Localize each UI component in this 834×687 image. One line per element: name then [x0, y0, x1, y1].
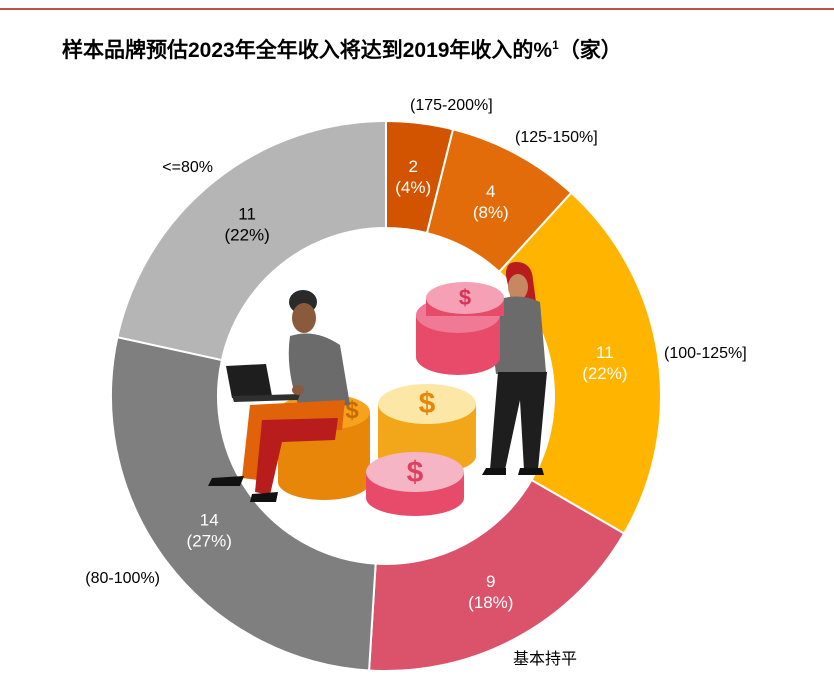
slice-category-label: (175-200%] [410, 97, 493, 114]
slice-category-label: <=80% [162, 159, 213, 176]
man-figure [208, 290, 350, 502]
slice-value-label: 14 [200, 510, 219, 529]
top-accent-rule [0, 8, 834, 10]
people-with-coins-illustration: $ $ $ $ [208, 262, 547, 516]
slice-category-label: (125-150%] [515, 129, 598, 146]
donut-slice [368, 478, 626, 672]
slice-category-label: (80-100%) [85, 570, 160, 587]
slice-percent-label: (22%) [224, 225, 269, 244]
slice-percent-label: (27%) [187, 531, 232, 550]
pink-coin-stack: $ [416, 282, 504, 375]
donut-ring [110, 119, 662, 672]
slice-percent-label: (18%) [468, 593, 513, 612]
slice-category-label: (100-125%] [664, 345, 747, 362]
yellow-coin-stack: $ [378, 384, 476, 474]
svg-text:$: $ [419, 387, 436, 420]
slice-value-label: 9 [486, 572, 495, 591]
chart-title: 样本品牌预估2023年全年收入将达到2019年收入的%1（家） [62, 34, 622, 64]
slice-value-label: 4 [486, 182, 495, 201]
slice-value-label: 2 [408, 157, 417, 176]
slice-percent-label: (4%) [395, 178, 431, 197]
slice-labels: 2 (4%) (175-200%] 4 (8%) (125-150%] 11 (22%) (10… [85, 97, 746, 668]
donut-slice [110, 335, 377, 672]
slice-percent-label: (22%) [582, 364, 627, 383]
donut-slice [116, 119, 387, 362]
slice-category-label: 基本持平 [513, 650, 577, 668]
slice-value-label: 11 [596, 343, 614, 362]
chart-title-unit: （家） [558, 39, 622, 62]
footnote-mark: 1 [552, 38, 559, 52]
pink-coin-front: $ [366, 452, 464, 516]
svg-text:$: $ [407, 456, 424, 489]
chart-title-text: 样本品牌预估2023年全年收入将达到2019年收入的% [62, 39, 553, 62]
slice-value-label: 11 [238, 204, 256, 223]
svg-text:$: $ [459, 285, 471, 310]
slice-percent-label: (8%) [473, 203, 509, 222]
